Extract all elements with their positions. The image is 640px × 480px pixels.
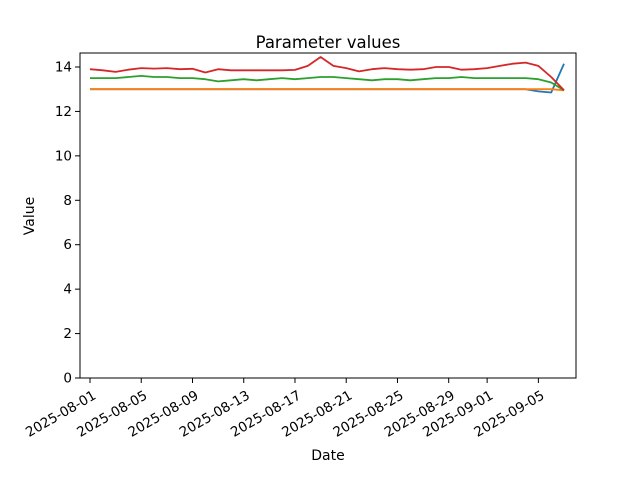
axes-frame bbox=[79, 52, 577, 379]
y-tick-label: 10 bbox=[55, 148, 72, 164]
series-line-3 bbox=[89, 56, 565, 91]
y-tick-label: 12 bbox=[55, 104, 72, 120]
y-tick-label: 14 bbox=[55, 59, 72, 75]
y-axis-title: Value bbox=[22, 196, 38, 236]
x-axis-title: Date bbox=[311, 448, 345, 464]
series-line-2 bbox=[90, 75, 565, 92]
series-line-1 bbox=[90, 88, 565, 92]
chart-title: Parameter values bbox=[255, 33, 401, 52]
y-tick-label: 6 bbox=[63, 237, 72, 253]
y-tick-label: 2 bbox=[63, 326, 72, 342]
y-tick-label: 4 bbox=[63, 282, 72, 298]
y-tick-label: 0 bbox=[63, 371, 72, 387]
y-tick-label: 8 bbox=[63, 193, 72, 209]
